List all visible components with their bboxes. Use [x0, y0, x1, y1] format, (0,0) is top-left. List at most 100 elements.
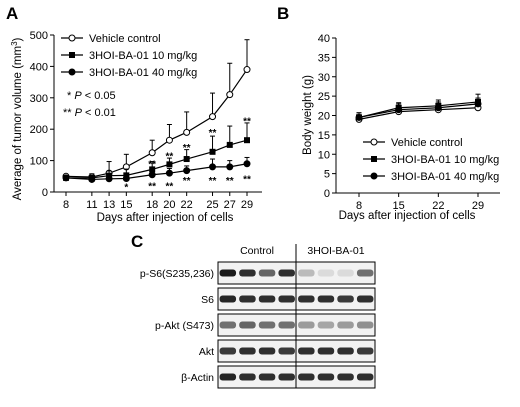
- panel-a-significance-mark: **: [209, 176, 217, 187]
- blot-row-label: p-S6(S235,236): [140, 268, 214, 280]
- blot-row-label: S6: [201, 294, 214, 306]
- panel-c-western-blot: C Control 3HOI-BA-01 p-S6(S235,236) S6 p-Akt…: [131, 232, 376, 389]
- panel-a-y-tick-label: 200: [30, 124, 48, 136]
- panel-b-legend-marker: [370, 138, 378, 146]
- panel-a-data-point-3: [105, 175, 113, 183]
- panel-a-significance-mark: **: [243, 116, 251, 127]
- panel-b-y-tick-label: 30: [318, 72, 330, 84]
- blot-band: [356, 321, 374, 329]
- blot-band: [356, 347, 374, 355]
- blot-band: [337, 321, 354, 329]
- panel-b-y-tick-label: 20: [318, 111, 330, 123]
- panel-a-y-tick-label: 0: [42, 187, 48, 199]
- panel-a-significance-mark: *: [124, 182, 128, 193]
- blot-band: [278, 295, 295, 303]
- panel-a-significance-mark: **: [183, 176, 191, 187]
- blot-band: [298, 295, 315, 303]
- significance-legend-single: * P < 0.05: [67, 90, 116, 102]
- blot-area: Control 3HOI-BA-01 p-S6(S235,236) S6 p-Akt (…: [140, 244, 376, 389]
- blot-band: [219, 373, 237, 381]
- panel-a-legend-marker: [68, 34, 76, 42]
- blot-band: [219, 347, 237, 355]
- panel-a-x-tick-label: 29: [241, 199, 253, 211]
- blot-band: [219, 269, 237, 277]
- panel-a-x-tick-label: 11: [86, 199, 97, 211]
- panel-a-data-point-3: [62, 174, 70, 182]
- significance-legend-double: ** P < 0.01: [63, 107, 116, 119]
- blot-band: [239, 269, 256, 277]
- panel-a-data-point-3: [165, 169, 173, 177]
- panel-a-x-tick-label: 27: [224, 199, 236, 211]
- blot-band: [298, 347, 315, 355]
- panel-b-legend-label: 3HOI-BA-01 10 mg/kg: [391, 154, 499, 166]
- panel-a-legend-marker: [68, 68, 76, 76]
- blot-band: [258, 373, 276, 381]
- panel-a-x-tick-label: 8: [63, 199, 69, 211]
- panel-a-data-point-1: [165, 136, 173, 144]
- panel-a-x-tick-label: 13: [103, 199, 115, 211]
- blot-band: [317, 295, 335, 303]
- panel-a-data-point-2: [166, 161, 173, 168]
- panel-a-label: A: [6, 4, 18, 23]
- panel-a-series-line-2: [66, 139, 248, 179]
- panel-b-legend: Vehicle control 3HOI-BA-01 10 mg/kg 3HOI-B…: [363, 137, 499, 183]
- panel-b-x-tick-label: 29: [472, 200, 484, 212]
- panel-a-significance-mark: **: [183, 143, 191, 154]
- blot-band: [356, 295, 374, 303]
- panel-b-data-point-3: [434, 104, 442, 112]
- panel-b-data-point-3: [474, 100, 482, 108]
- panel-a-series-line-1: [65, 69, 248, 178]
- blot-band: [337, 373, 354, 381]
- panel-a-significance-mark: **: [166, 152, 174, 163]
- blot-group-label-treatment: 3HOI-BA-01: [307, 245, 364, 257]
- blot-band: [298, 373, 315, 381]
- panel-a-data-point-3: [148, 171, 156, 179]
- blot-band: [356, 373, 374, 381]
- panel-a-y-tick-label: 500: [30, 30, 48, 42]
- panel-a-legend: Vehicle control 3HOI-BA-01 10 mg/kg 3HOI-B…: [61, 33, 197, 79]
- blot-row-label: p-Akt (S473): [155, 320, 214, 332]
- panel-a-data-point-3: [88, 175, 96, 183]
- panel-a-data-point-2: [226, 141, 233, 148]
- panel-a-significance-mark: **: [148, 182, 156, 193]
- panel-a-y-tick-label: 300: [30, 93, 48, 105]
- panel-a-data-point-1: [243, 66, 251, 74]
- panel-a-data-point-2: [183, 156, 190, 163]
- blot-band: [337, 347, 354, 355]
- panel-a-data-point-1: [209, 113, 217, 121]
- panel-a-data-point-2: [149, 166, 156, 173]
- panel-b-y-axis-label: Body weight (g): [302, 75, 314, 155]
- panel-a-significance-mark: **: [166, 182, 174, 193]
- panel-b-y-tick-label: 5: [324, 169, 330, 181]
- blot-band: [278, 373, 295, 381]
- blot-band: [258, 347, 276, 355]
- panel-b-legend-label: 3HOI-BA-01 40 mg/kg: [391, 171, 499, 183]
- blot-band: [219, 295, 237, 303]
- panel-a-data-point-1: [148, 149, 156, 157]
- panel-a-significance-mark: **: [148, 159, 156, 170]
- blot-band: [278, 347, 295, 355]
- panel-b-y-tick-label: 35: [318, 52, 330, 64]
- panel-b-legend-marker: [370, 172, 378, 180]
- panel-a-data-point-1: [183, 128, 191, 136]
- blot-band: [317, 373, 335, 381]
- panel-b-y-tick-label: 15: [318, 130, 330, 142]
- blot-band: [317, 269, 335, 277]
- panel-b-data-point-3: [395, 106, 403, 114]
- panel-a-x-tick-label: 15: [120, 199, 132, 211]
- blot-band: [239, 295, 256, 303]
- panel-b-data-point-3: [355, 113, 363, 121]
- panel-b-legend-label: Vehicle control: [391, 137, 463, 149]
- panel-a-x-axis-label: Days after injection of cells: [97, 212, 234, 224]
- panel-b-series-line-1: [358, 107, 479, 120]
- panel-a-y-axis-label: Average of tumor volume (mm3): [10, 37, 24, 200]
- panel-a-data-point-2: [244, 137, 250, 144]
- panel-a-significance-mark: **: [226, 176, 234, 187]
- panel-b-series-line-2: [358, 101, 479, 119]
- panel-b-x-tick-label: 22: [432, 200, 444, 212]
- panel-a-legend-label: Vehicle control: [89, 33, 161, 45]
- panel-a-data-point-3: [243, 160, 251, 168]
